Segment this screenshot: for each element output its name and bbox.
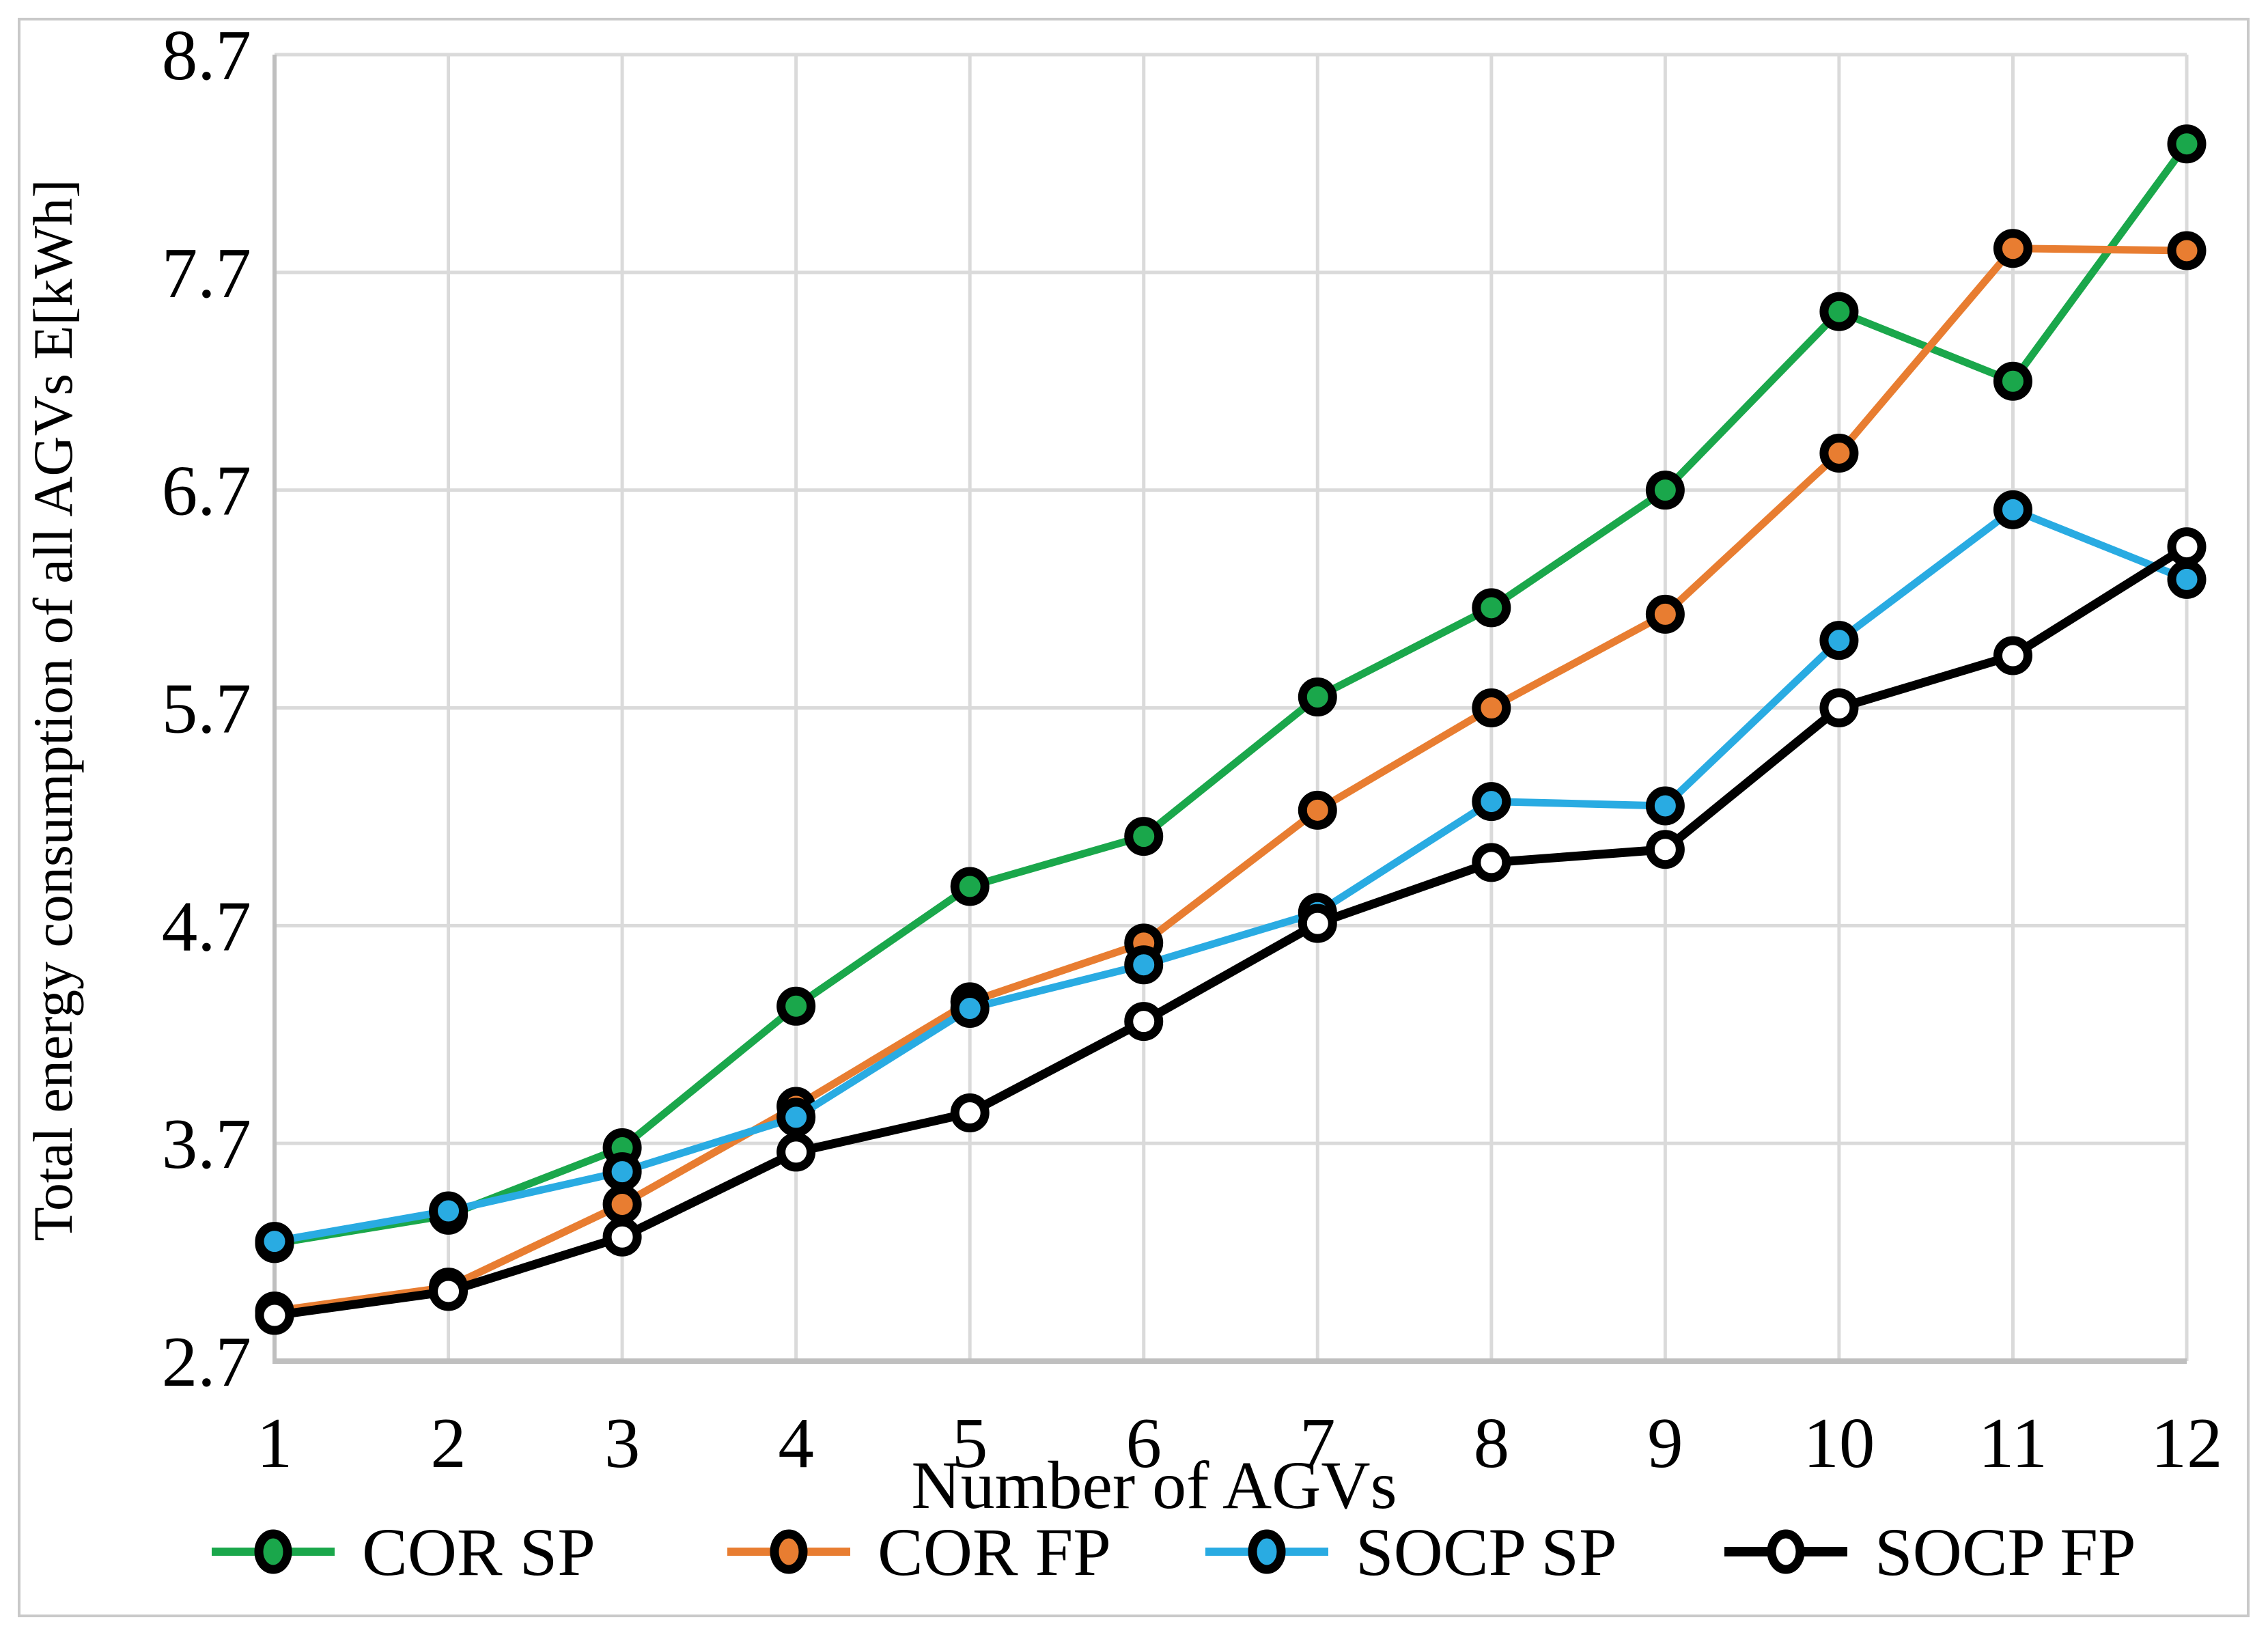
x-tick-label: 7: [1300, 1403, 1336, 1483]
data-point: [255, 1296, 294, 1335]
series-line: [270, 542, 2192, 1320]
data-point: [776, 986, 816, 1026]
y-tick-label: 5.7: [162, 669, 251, 749]
data-point: [1993, 636, 2032, 675]
data-point: [1819, 688, 1859, 727]
data-point: [1298, 790, 1337, 830]
data-point: [1298, 677, 1337, 717]
x-tick-label: 6: [1125, 1403, 1162, 1483]
x-tick-labels: 1 2 3 4 5 6 7 8 9 10 11 12: [257, 1403, 2223, 1483]
data-point: [602, 1184, 642, 1224]
data-point: [1472, 843, 1511, 882]
y-tick-label: 3.7: [162, 1104, 251, 1184]
data-point: [950, 1093, 990, 1133]
data-point: [255, 1222, 294, 1261]
data-point: [429, 1191, 468, 1231]
data-point: [950, 988, 990, 1028]
data-point: [1124, 1002, 1164, 1042]
legend-label: COR FP: [878, 1514, 1111, 1590]
data-point: [1645, 830, 1685, 869]
data-point: [1993, 229, 2032, 268]
data-point: [2167, 124, 2207, 164]
data-point: [2167, 231, 2207, 270]
series-line: [270, 505, 2191, 1246]
legend-item-socp-sp: SOCP SP: [1205, 1514, 1617, 1590]
data-point: [776, 1098, 816, 1137]
x-tick-label: 2: [430, 1403, 466, 1483]
x-tick-label: 8: [1474, 1403, 1510, 1483]
legend-marker: [254, 1529, 292, 1574]
series-line: [270, 244, 2191, 1315]
data-point: [602, 1217, 642, 1257]
data-point: [2167, 527, 2207, 567]
x-tick-label: 9: [1647, 1403, 1683, 1483]
data-point: [1472, 688, 1511, 727]
gridlines: [272, 53, 2189, 1361]
legend-item-socp-fp: SOCP FP: [1724, 1514, 2136, 1590]
legend: COR SP COR FP SOCP SP SOCP FP: [212, 1514, 2136, 1590]
data-point: [602, 1152, 642, 1192]
series-socp-fp: [255, 527, 2207, 1335]
legend-item-cor-fp: COR FP: [727, 1514, 1111, 1590]
x-tick-label: 1: [257, 1403, 293, 1483]
data-series: [255, 124, 2207, 1335]
data-point: [1819, 433, 1859, 473]
y-tick-labels: 2.7 3.7 4.7 5.7 6.7 7.7 8.7: [162, 15, 251, 1401]
data-point: [1124, 945, 1164, 985]
data-point: [1645, 594, 1685, 634]
y-tick-label: 8.7: [162, 15, 251, 95]
data-point: [1993, 490, 2032, 529]
x-tick-label: 11: [1978, 1403, 2047, 1483]
data-point: [950, 867, 990, 906]
data-point: [1645, 471, 1685, 510]
y-axis-title: Total energy consumption of all AGVs E[k…: [22, 180, 84, 1242]
x-tick-label: 10: [1803, 1403, 1875, 1483]
data-point: [1298, 904, 1337, 943]
data-point: [776, 1132, 816, 1172]
series-line: [270, 140, 2191, 1248]
series-socp-sp: [255, 490, 2207, 1261]
x-axis-title: Number of AGVs: [911, 1447, 1397, 1523]
x-tick-label: 12: [2151, 1403, 2223, 1483]
data-point: [1819, 292, 1859, 331]
legend-label: SOCP FP: [1875, 1514, 2136, 1590]
x-tick-label: 3: [604, 1403, 641, 1483]
x-tick-label: 5: [952, 1403, 988, 1483]
data-point: [1645, 786, 1685, 826]
y-tick-label: 6.7: [162, 451, 251, 531]
data-point: [1472, 588, 1511, 628]
legend-marker: [770, 1529, 808, 1574]
data-point: [429, 1272, 468, 1311]
chart-border: [18, 18, 2250, 1617]
data-point: [1819, 621, 1859, 660]
axis-lines: [272, 55, 2187, 1364]
data-point: [2167, 559, 2207, 599]
data-point: [1472, 782, 1511, 822]
legend-item-cor-sp: COR SP: [212, 1514, 596, 1590]
legend-label: SOCP SP: [1356, 1514, 1617, 1590]
legend-marker: [1767, 1529, 1805, 1574]
y-tick-label: 2.7: [162, 1322, 251, 1401]
legend-label: COR SP: [362, 1514, 596, 1590]
data-point: [1124, 817, 1164, 856]
y-tick-label: 4.7: [162, 886, 251, 966]
y-tick-label: 7.7: [162, 233, 251, 313]
data-point: [1993, 361, 2032, 401]
x-tick-label: 4: [778, 1403, 814, 1483]
legend-marker: [1248, 1529, 1286, 1574]
